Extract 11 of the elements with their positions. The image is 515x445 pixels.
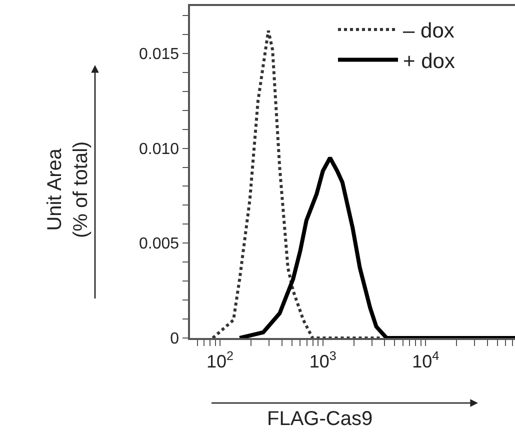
y-tick-label: 0 [170, 330, 180, 348]
x-tick-label: 10$^{3}$ [309, 348, 336, 372]
y-tick-label: 0.005 [139, 236, 180, 253]
legend-label: + dox [403, 50, 456, 73]
y-axis-title: Unit Area (% of total) [44, 141, 92, 238]
x-tick-label: 10$^{4}$ [412, 348, 440, 372]
x-tick-label: 10$^{2}$ [206, 348, 234, 372]
y-tick-label: 0.010 [139, 140, 180, 158]
y-tick-label: 0.015 [139, 46, 180, 64]
legend-label: – dox [403, 20, 455, 43]
x-axis-title: FLAG-Cas9 [267, 408, 373, 430]
